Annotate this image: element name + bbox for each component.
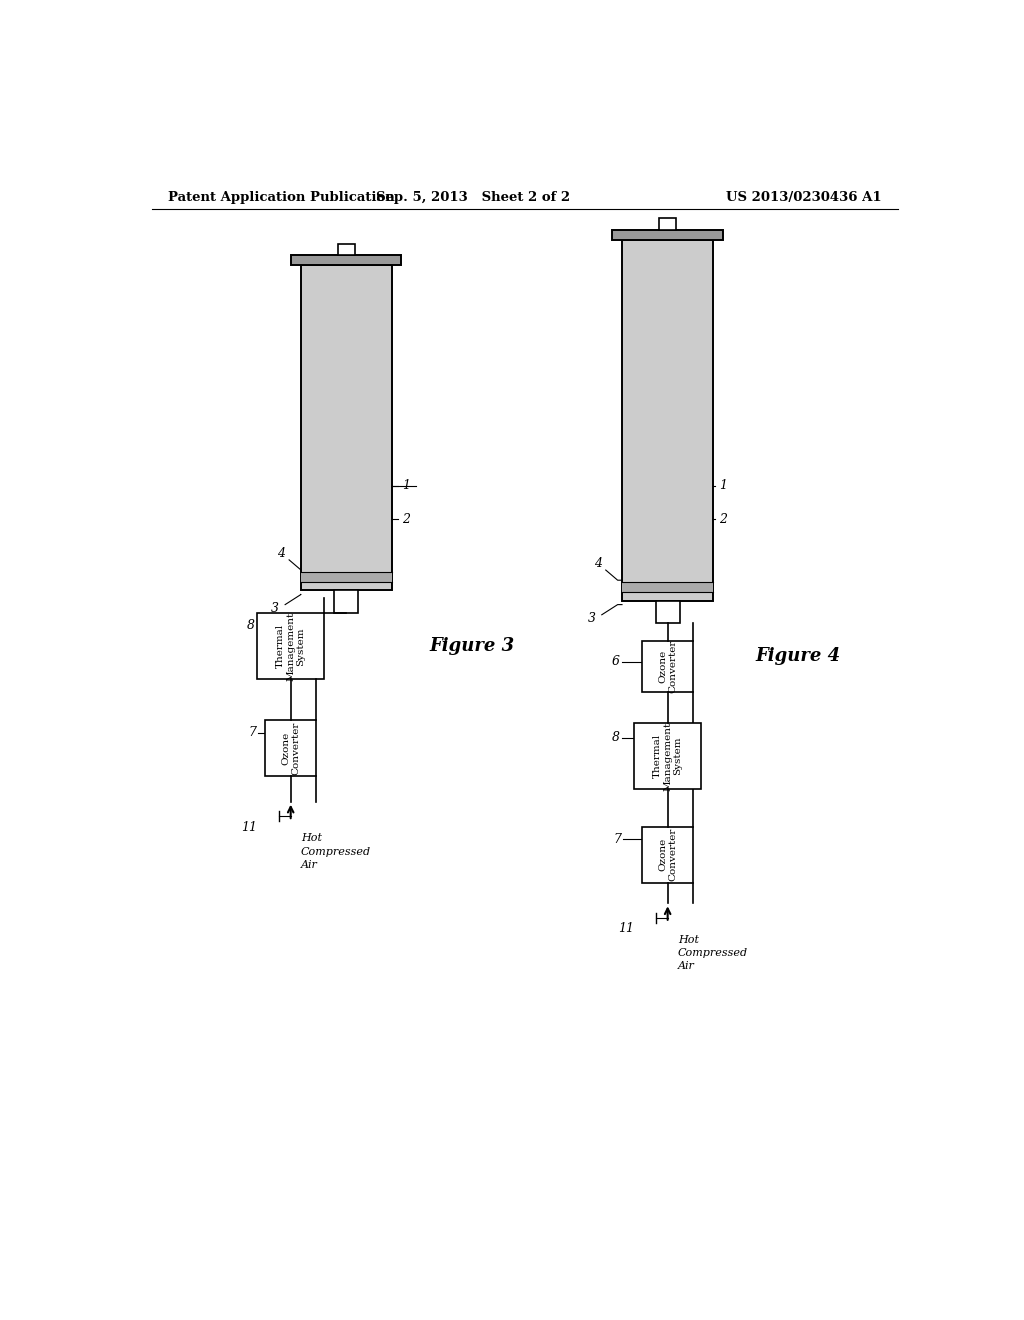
Text: 2: 2 bbox=[719, 512, 727, 525]
Bar bbox=[622, 582, 714, 593]
Text: 11: 11 bbox=[618, 923, 634, 936]
Text: Thermal
Management
System: Thermal Management System bbox=[275, 611, 305, 681]
Text: Figure 3: Figure 3 bbox=[430, 638, 515, 655]
Bar bbox=[265, 719, 316, 776]
Bar bbox=[655, 601, 680, 623]
Bar bbox=[338, 244, 354, 255]
Text: Ozone
Converter: Ozone Converter bbox=[658, 828, 677, 882]
Bar bbox=[642, 642, 693, 692]
Text: 4: 4 bbox=[278, 548, 286, 560]
Text: Ozone
Converter: Ozone Converter bbox=[281, 721, 300, 775]
Text: 8: 8 bbox=[612, 731, 621, 744]
Bar bbox=[612, 230, 723, 240]
Bar bbox=[301, 572, 392, 582]
Text: 8: 8 bbox=[247, 619, 255, 632]
Text: Sep. 5, 2013   Sheet 2 of 2: Sep. 5, 2013 Sheet 2 of 2 bbox=[376, 190, 570, 203]
Text: 7: 7 bbox=[613, 833, 622, 846]
Text: Thermal
Management
System: Thermal Management System bbox=[652, 722, 683, 791]
Bar bbox=[642, 826, 693, 883]
Bar bbox=[301, 265, 392, 590]
Text: Ozone
Converter: Ozone Converter bbox=[658, 640, 677, 693]
Text: 3: 3 bbox=[588, 612, 596, 626]
Text: 4: 4 bbox=[594, 557, 602, 570]
Bar bbox=[622, 240, 714, 601]
Text: Air: Air bbox=[678, 961, 695, 972]
Text: 1: 1 bbox=[719, 479, 727, 492]
Text: 6: 6 bbox=[612, 655, 621, 668]
Text: US 2013/0230436 A1: US 2013/0230436 A1 bbox=[726, 190, 882, 203]
Bar bbox=[257, 614, 325, 680]
Bar bbox=[634, 723, 701, 789]
Text: Patent Application Publication: Patent Application Publication bbox=[168, 190, 394, 203]
Text: Compressed: Compressed bbox=[678, 948, 749, 958]
Text: Figure 4: Figure 4 bbox=[755, 647, 840, 665]
Text: 3: 3 bbox=[270, 602, 279, 615]
Text: Hot: Hot bbox=[678, 935, 699, 945]
Text: 11: 11 bbox=[242, 821, 257, 834]
Text: 7: 7 bbox=[249, 726, 257, 739]
Text: Hot: Hot bbox=[301, 833, 322, 843]
Bar bbox=[291, 255, 401, 265]
Bar bbox=[334, 590, 358, 612]
Text: 2: 2 bbox=[401, 512, 410, 525]
Bar bbox=[659, 218, 676, 230]
Text: 1: 1 bbox=[401, 479, 410, 492]
Text: Compressed: Compressed bbox=[301, 846, 371, 857]
Text: Air: Air bbox=[301, 859, 317, 870]
